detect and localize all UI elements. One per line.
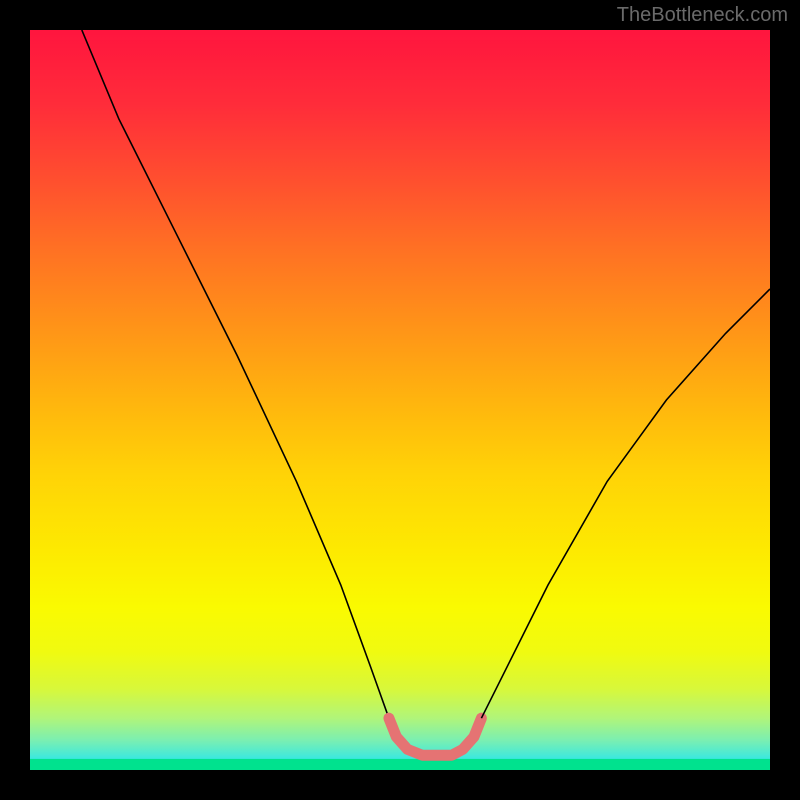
watermark-text: TheBottleneck.com [617, 4, 788, 27]
bottom-green-band [30, 759, 770, 770]
chart-svg [30, 30, 770, 770]
plot-area [30, 30, 770, 770]
gradient-background [30, 30, 770, 770]
